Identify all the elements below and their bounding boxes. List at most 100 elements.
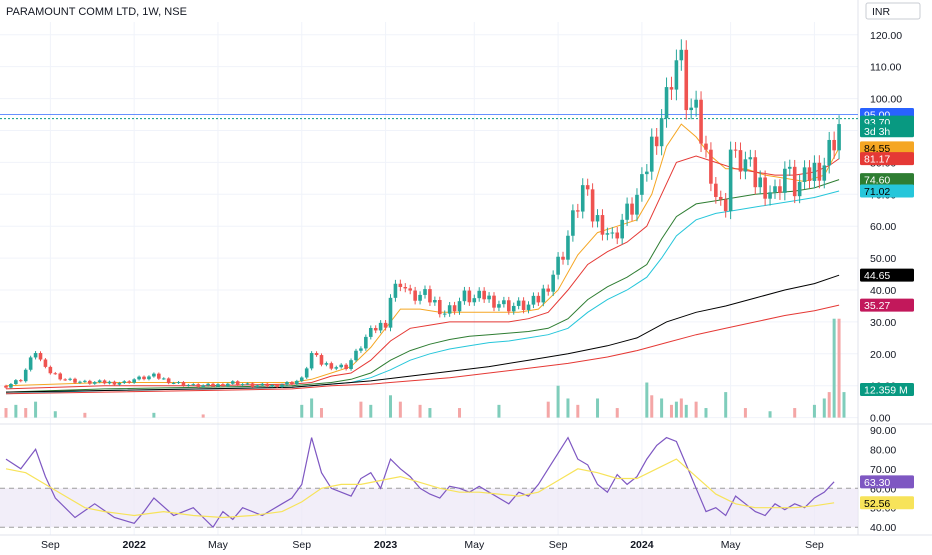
candle-body bbox=[329, 363, 334, 369]
candle-body bbox=[778, 186, 782, 193]
candle-body bbox=[38, 353, 43, 360]
candle-body bbox=[364, 336, 368, 349]
candle-body bbox=[452, 305, 457, 312]
candle-body bbox=[546, 288, 551, 292]
candle-body bbox=[615, 232, 620, 239]
candle-body bbox=[802, 167, 807, 182]
candle-body bbox=[541, 288, 546, 303]
candle-body bbox=[630, 203, 634, 215]
volume-bar bbox=[310, 398, 314, 418]
candle-body bbox=[580, 185, 585, 212]
volume-bar bbox=[4, 408, 8, 418]
candle-body bbox=[827, 139, 832, 166]
price-tag: 35.27 bbox=[864, 300, 890, 312]
candle-body bbox=[398, 283, 403, 288]
candle-body bbox=[83, 380, 87, 382]
currency-button[interactable]: INR bbox=[865, 2, 921, 20]
candle-body bbox=[462, 290, 467, 302]
volume-bar bbox=[566, 398, 570, 418]
candle-body bbox=[492, 295, 496, 308]
candle-body bbox=[718, 196, 723, 200]
time-tick-label: May bbox=[464, 539, 485, 550]
candle-body bbox=[669, 87, 674, 90]
price-tag-bg bbox=[860, 383, 914, 397]
volume-bar bbox=[832, 318, 836, 418]
candle-body bbox=[516, 300, 521, 306]
candle-body bbox=[240, 384, 245, 386]
candle-body bbox=[428, 289, 432, 303]
rsi-line bbox=[5, 458, 835, 519]
price-tag-bg bbox=[860, 298, 914, 312]
price-tag-bg bbox=[860, 152, 914, 166]
candle-body bbox=[521, 300, 526, 310]
candle-body bbox=[171, 382, 176, 384]
candle-body bbox=[309, 353, 314, 369]
rsi-tag: 63.30 bbox=[864, 477, 890, 489]
candle-body bbox=[176, 382, 181, 384]
candle-body bbox=[704, 143, 708, 150]
candle-body bbox=[684, 49, 689, 111]
candle-body bbox=[201, 385, 205, 387]
rsi-tag-bg bbox=[860, 496, 914, 510]
candle-body bbox=[413, 290, 417, 301]
candle-body bbox=[812, 162, 817, 181]
candle-body bbox=[433, 300, 437, 303]
candle-body bbox=[585, 185, 590, 190]
volume-bar bbox=[418, 404, 422, 418]
candle-body bbox=[679, 49, 684, 61]
volume-bar bbox=[650, 395, 654, 418]
candle-body bbox=[260, 383, 265, 386]
candle-body bbox=[792, 166, 797, 197]
candle-body bbox=[566, 235, 570, 260]
candle-body bbox=[605, 233, 610, 235]
volume-bars bbox=[4, 318, 846, 418]
candle-body bbox=[748, 157, 753, 160]
candle-body bbox=[610, 232, 615, 234]
candle-body bbox=[33, 353, 38, 358]
volume-bar bbox=[724, 392, 728, 418]
candle-body bbox=[157, 373, 161, 379]
time-tick-label: May bbox=[208, 539, 229, 550]
candle-body bbox=[822, 165, 827, 181]
candle-body bbox=[265, 383, 270, 387]
candle-body bbox=[235, 381, 240, 385]
volume-bar bbox=[388, 395, 392, 418]
candle-body bbox=[166, 378, 171, 384]
candle-body bbox=[368, 327, 373, 337]
candle-body bbox=[507, 300, 511, 312]
candle-body bbox=[314, 353, 319, 356]
volume-bar bbox=[645, 382, 649, 418]
price-tag: 12.359 M bbox=[864, 385, 908, 397]
candle-body bbox=[497, 304, 501, 308]
candle-body bbox=[107, 381, 112, 384]
candle-body bbox=[442, 313, 447, 315]
price-tag-bg bbox=[860, 268, 914, 282]
candle-body bbox=[68, 378, 72, 380]
candle-body bbox=[230, 381, 235, 384]
volume-bar bbox=[743, 408, 747, 418]
candle-body bbox=[4, 385, 8, 388]
candle-body bbox=[88, 380, 92, 384]
time-tick-label: Sep bbox=[549, 539, 568, 550]
candle-body bbox=[502, 300, 506, 305]
chart-title: PARAMOUNT COMM LTD, 1W, NSE bbox=[6, 6, 187, 18]
price-tag-bg bbox=[860, 124, 914, 138]
volume-bar bbox=[428, 408, 432, 418]
volume-bar bbox=[83, 412, 87, 418]
price-tag-bg bbox=[860, 141, 914, 155]
candle-body bbox=[280, 384, 284, 387]
candle-body bbox=[738, 150, 743, 172]
candle-body bbox=[191, 384, 196, 386]
candle-body bbox=[270, 384, 274, 387]
volume-bar bbox=[398, 401, 402, 418]
candle-body bbox=[763, 177, 767, 199]
candle-body bbox=[275, 384, 279, 387]
candles bbox=[4, 39, 841, 389]
volume-bar bbox=[842, 392, 846, 418]
candle-body bbox=[408, 288, 413, 291]
rsi-tick-label: 90.00 bbox=[870, 425, 896, 437]
candle-body bbox=[571, 210, 575, 236]
candle-body bbox=[467, 290, 472, 303]
candle-body bbox=[334, 367, 339, 369]
